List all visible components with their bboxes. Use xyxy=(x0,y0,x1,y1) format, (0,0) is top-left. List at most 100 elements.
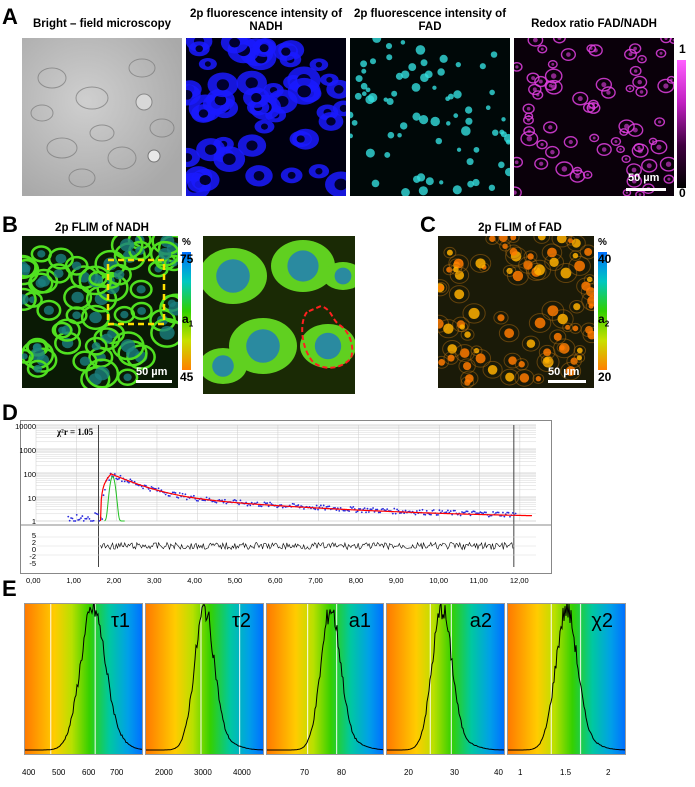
cell xyxy=(586,44,597,53)
decay-point xyxy=(338,510,341,512)
fit-curve xyxy=(99,473,533,522)
cell xyxy=(129,279,153,299)
cell xyxy=(543,121,558,134)
decay-point xyxy=(355,511,358,514)
nadh-colorbar-min: 45 xyxy=(180,370,194,384)
fad-colorbar-max: 40 xyxy=(598,252,612,266)
fad-spot xyxy=(385,42,393,50)
decay-xtick: 12,00 xyxy=(509,576,529,585)
decay-point xyxy=(414,513,417,516)
fad-spot xyxy=(452,185,462,195)
fad-spot xyxy=(401,188,410,196)
fad-spot xyxy=(572,252,579,259)
decay-point xyxy=(441,510,444,512)
decay-xtick: 3,00 xyxy=(146,576,162,585)
nucleus xyxy=(514,160,519,165)
cell-outline xyxy=(562,322,574,333)
cell-outline xyxy=(551,309,574,329)
decay-point xyxy=(232,499,235,502)
brightfield-image xyxy=(22,38,182,196)
nucleus xyxy=(624,123,630,129)
fad-spot xyxy=(464,331,471,338)
decay-point xyxy=(372,507,374,509)
cell-outline xyxy=(549,329,567,345)
decay-point xyxy=(89,520,92,522)
fad-spot xyxy=(430,116,440,127)
nucleus xyxy=(113,269,125,280)
scale-bar-b xyxy=(136,380,172,383)
cell xyxy=(78,265,113,296)
fad-spot xyxy=(571,238,581,248)
fad-spot xyxy=(461,126,471,136)
decay-point xyxy=(377,511,380,514)
nucleus xyxy=(216,259,250,293)
fad-spot xyxy=(360,60,368,68)
cell xyxy=(47,247,75,270)
fad-spot xyxy=(459,348,470,358)
tau2-tick: 4000 xyxy=(233,768,251,777)
decay-point xyxy=(475,512,478,514)
decay-point xyxy=(235,499,238,502)
redox-colorbar-min: 0 xyxy=(679,186,686,200)
fad-spot xyxy=(475,353,486,364)
cell xyxy=(537,44,548,54)
cell xyxy=(22,287,37,311)
decay-ytick: 10 xyxy=(27,494,36,503)
fad-spot xyxy=(499,129,505,135)
decay-ytick: 10000 xyxy=(15,422,36,431)
nucleus xyxy=(53,268,64,278)
nucleus xyxy=(120,310,129,319)
nucleus xyxy=(195,45,204,53)
nucleus xyxy=(614,139,618,143)
cell xyxy=(113,305,136,324)
nucleus xyxy=(633,69,638,73)
decay-point xyxy=(376,508,379,511)
decay-point xyxy=(96,513,99,516)
fad-spot xyxy=(518,361,525,368)
decay-point xyxy=(173,491,176,494)
nucleus xyxy=(587,105,591,110)
nucleus xyxy=(37,275,50,287)
decay-point xyxy=(479,511,482,514)
nucleus xyxy=(159,325,175,340)
scale-label-a: 50 µm xyxy=(628,172,660,184)
decay-point xyxy=(425,509,428,512)
histogram-chi2: χ2 xyxy=(507,603,626,755)
decay-point xyxy=(379,511,382,514)
fad-spot xyxy=(456,147,462,152)
decay-point xyxy=(176,496,178,499)
nucleus xyxy=(216,79,230,91)
decay-point xyxy=(375,508,377,511)
fad-spot xyxy=(527,253,534,260)
cell xyxy=(601,86,616,99)
decay-point xyxy=(70,517,72,519)
cell-outline xyxy=(500,368,520,386)
panel-label-a: A xyxy=(2,4,18,29)
cell-outline xyxy=(506,266,529,286)
cell xyxy=(80,366,111,388)
decay-point xyxy=(322,504,325,507)
decay-plot: χ²r = 1.05 xyxy=(20,420,552,574)
nucleus xyxy=(601,147,607,152)
decay-point xyxy=(335,509,338,512)
decay-point xyxy=(108,479,111,482)
decay-point xyxy=(281,506,284,509)
decay-point xyxy=(435,514,438,516)
histogram-chi2-curve xyxy=(508,604,625,754)
fad-spot xyxy=(488,184,496,191)
fad-spot xyxy=(365,148,375,158)
fad-spot xyxy=(408,63,417,71)
nucleus xyxy=(94,275,102,282)
decay-point xyxy=(201,499,204,502)
cell xyxy=(624,48,637,60)
decay-point xyxy=(142,487,144,490)
decay-point xyxy=(403,512,406,515)
fad-spot xyxy=(459,324,465,330)
decay-point xyxy=(352,505,355,508)
decay-xtick: 11,00 xyxy=(469,576,488,585)
decay-point xyxy=(421,508,424,511)
cell xyxy=(186,84,201,106)
nucleus xyxy=(577,96,583,102)
fad-spot xyxy=(453,90,462,99)
nucleus xyxy=(261,123,268,130)
